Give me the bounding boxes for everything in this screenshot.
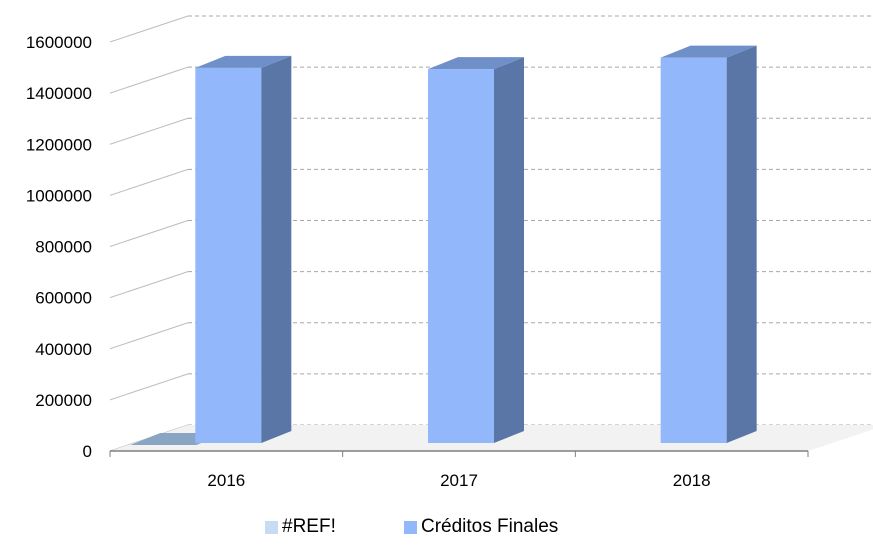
legend-swatch-creditos-finales [404,520,417,534]
y-tick-label: 1600000 [26,33,92,52]
bar-creditos-finales-top [195,55,292,68]
bar-creditos-finales-side [726,45,757,443]
bar-creditos-finales-top [428,57,524,70]
y-tick-label: 200000 [35,391,92,410]
legend: #REF! Créditos Finales [0,516,873,546]
x-tick-label: 2018 [673,471,711,490]
gridline-side [109,168,189,196]
y-axis-tick-labels: 0 200000 400000 600000 800000 1000000 1200000 1… [26,33,92,461]
bar-creditos-finales-front [195,67,262,444]
y-tick-label: 800000 [35,238,92,257]
bar-creditos-finales-side [494,57,524,443]
legend-label-creditos-finales: Créditos Finales [421,516,559,537]
legend-swatch-ref [265,520,278,534]
gridline-side [109,117,189,145]
gridline-side [109,373,189,401]
y-tick-label: 400000 [35,340,92,359]
y-tick-label: 0 [83,442,92,461]
gridline-side [109,271,189,299]
legend-item-ref: #REF! [265,516,336,538]
bars [130,45,757,445]
bar-creditos-finales-front [660,57,727,443]
y-tick-label: 1200000 [26,135,92,154]
gridline-side [109,66,189,94]
gridline-side [109,220,189,247]
y-tick-label: 1000000 [26,186,92,205]
x-tick-label: 2016 [207,471,245,490]
bar-creditos-finales-front [428,69,494,443]
bar-chart: 0 200000 400000 600000 800000 1000000 1200000 1… [26,15,873,490]
bar-creditos-finales-side [261,55,292,444]
gridline-side [109,15,189,43]
y-tick-label: 600000 [35,289,92,308]
x-axis-tick-labels: 2016 2017 2018 [207,471,710,490]
y-tick-label: 1400000 [26,84,92,103]
legend-item-creditos-finales: Créditos Finales [404,516,558,538]
x-tick-label: 2017 [440,471,478,490]
gridline-side [109,322,189,350]
legend-label-ref: #REF! [282,516,336,537]
bar-creditos-finales-top [660,45,757,58]
